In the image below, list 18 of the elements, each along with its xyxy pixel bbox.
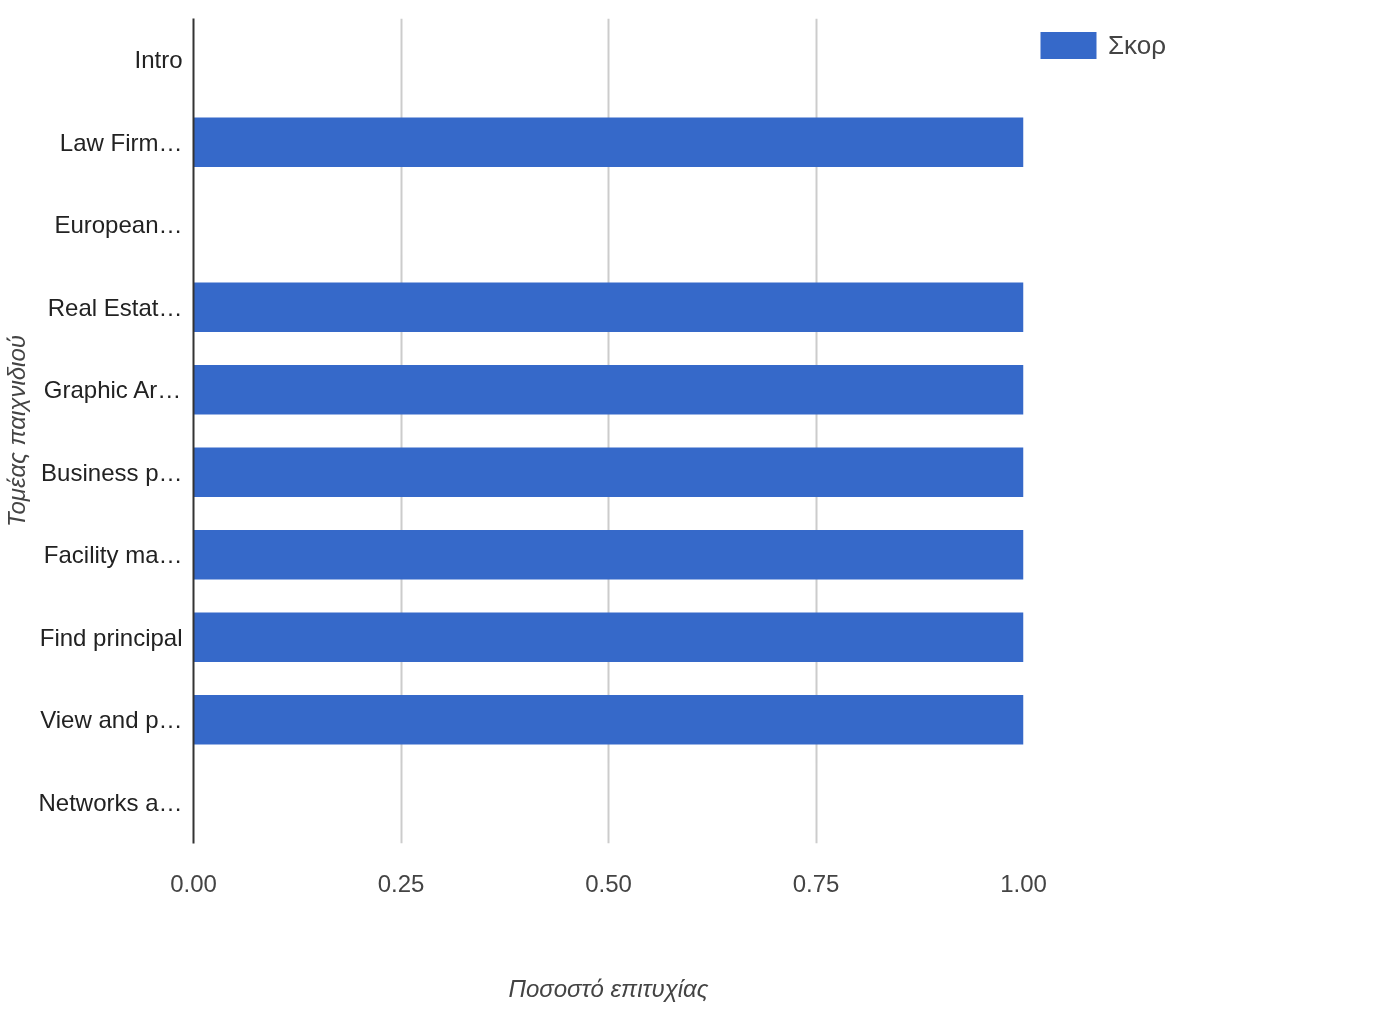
x-tick-label: 0.75 <box>792 869 840 897</box>
y-tick-label: Business p… <box>41 458 183 486</box>
y-tick-label: Intro <box>134 46 183 74</box>
y-tick-label: Facility ma… <box>43 541 183 569</box>
y-tick-label: European… <box>54 211 183 239</box>
x-tick-label: 1.00 <box>1000 869 1047 897</box>
y-tick-label: Law Firm… <box>59 128 183 156</box>
y-tick-label: Networks a… <box>38 788 183 816</box>
x-tick-label: 0.00 <box>170 869 217 897</box>
legend-label: Σκορ <box>1108 29 1167 61</box>
y-axis-title: Τομέας παιχνιδιού <box>3 335 31 527</box>
y-tick-label: View and p… <box>40 706 183 734</box>
x-axis-title: Ποσοστό επιτυχίας <box>508 974 709 1002</box>
x-tick-label: 0.25 <box>377 869 425 897</box>
y-tick-label: Find principal <box>39 623 183 651</box>
y-tick-label: Graphic Ar… <box>43 376 182 404</box>
x-tick-label: 0.50 <box>585 869 632 897</box>
y-tick-label: Real Estat… <box>47 293 183 321</box>
